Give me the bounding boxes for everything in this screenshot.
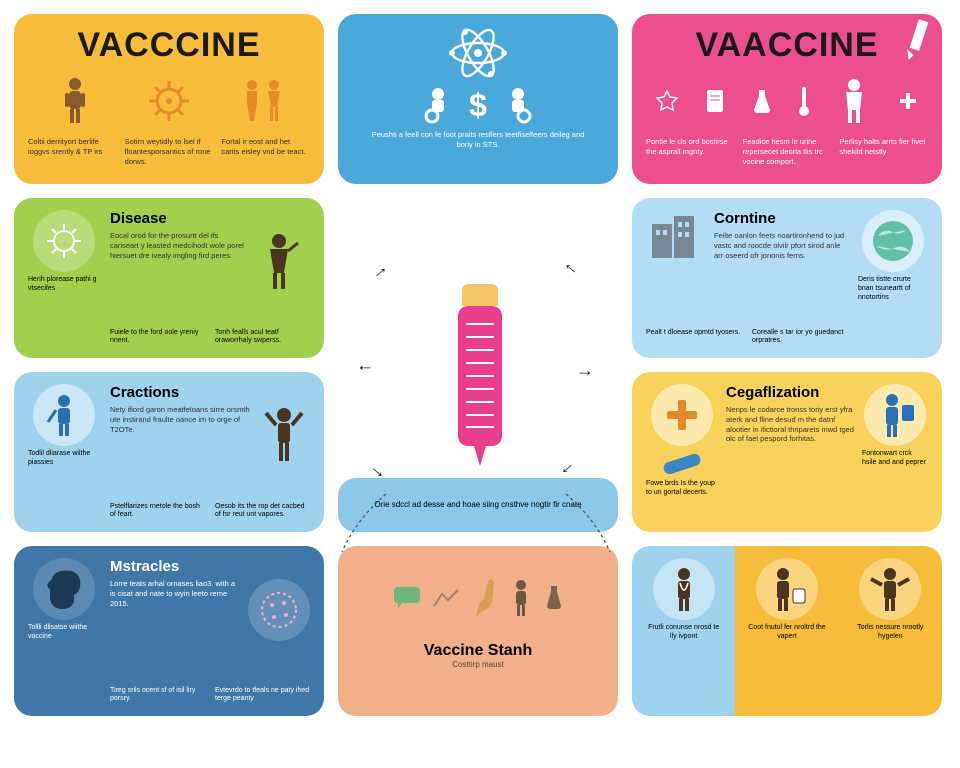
doctor-icon [653,558,715,620]
arrow-icon: → [576,360,594,381]
text-col: Perlisy halts arrts fier fivet shekild n… [839,137,928,166]
wheelchair-icon [501,86,535,124]
text-col: Pontie le cls ord bostirse the asprall m… [646,137,735,166]
document-icon [705,88,725,114]
card-center-top: $ Peushti a feell con fe foot praits res… [338,14,618,184]
caption: Corealle s tar ior yo guedanct orpratres… [752,329,850,347]
title-vaccine-left: VACCCINE [28,26,310,65]
cractions-title: Cractions [110,384,310,401]
star-icon [656,90,678,112]
card-corntine: Corntine Feilte oanlon feets noartironhe… [632,198,942,358]
arms-up-icon [260,405,310,465]
thermometer-icon [798,85,810,117]
text-col: Sotirn weytidly to lsel if floantesporsa… [125,137,214,166]
building-icon [646,210,700,260]
text-col: Feadice hesm lir urine repersecet deorla… [743,137,832,166]
caption: Evtevrdo to tfeals ne paty ihed terge pe… [215,687,310,705]
chat-icon [392,585,422,611]
molecule-icon [443,26,513,80]
caption: Tonh fealls acul teatf oraworrhaly swper… [215,329,310,347]
person-clipboard-icon [864,384,926,446]
caption: Coot fnutul fer nroltrd the vapert [747,624,826,642]
plus-icon [898,91,918,111]
arrow-icon: → [356,360,374,381]
flask-small-icon [544,584,564,612]
caption: Deris tistte crurte bnan tsuneartt of nn… [858,276,928,302]
petri-circle-icon [248,579,310,641]
flask-icon [752,88,772,114]
stanh-sub: Costtirp maust [452,660,504,669]
dashed-connector [556,490,616,560]
card-vaccine-right: VAACCINE Pontie le cls ord bostirse the … [632,14,942,184]
caption: Frutli conunse nrosd te lly ivpont [644,624,723,642]
caption: Fowe brds Is the youp to un gortal decer… [646,480,718,498]
mstracles-title: Mstracles [110,558,310,575]
head-silhouette-icon [33,558,95,620]
cractions-main: Nety ifiord garon meatfeloans sirre orsm… [110,405,252,465]
caption: Torlis nessure nrootly hygelen [851,624,930,642]
dollar-icon: $ [465,86,491,124]
card-cractions: Todlil dliarase wilthe piassies Craction… [14,372,324,532]
stanh-title: Vaccine Stanh [424,642,533,660]
card-vaccine-stanh: Vaccine Stanh Costtirp maust [338,546,618,716]
card-bottom-right: Frutli conunse nrosd te lly ivpont Coot … [632,546,942,716]
cegal-main: Nenps le codarce tronss toriy erst yfra … [726,405,854,520]
children-icon [216,77,310,125]
chart-icon [432,586,462,610]
caption: Pstelflarizes rnetole the bosh of feart. [110,503,205,521]
text-col: Fortal ir eost and het carits eisley vnd… [221,137,310,166]
person-small-icon [508,578,534,618]
wheelchair-icon [421,86,455,124]
nurse-icon [837,77,871,125]
pencil-icon [904,18,934,62]
syringe-icon [445,284,515,484]
virus-icon [122,77,216,125]
person-icon [28,77,122,125]
disease-main: Eocal orod for the prosurtt del ifs cari… [110,231,246,295]
dashed-connector [336,490,396,560]
text-col: Coltii derrityort berlife ioggvs srently… [28,137,117,166]
title-vaccine-right: VAACCINE [646,26,928,65]
arms-out-icon [859,558,921,620]
card-disease: Herih plorease pathi g vtsecifes Disease… [14,198,324,358]
caption: Oesob its the rop det cacbed of fsr reut… [215,503,310,521]
caption: Fontonwart crck hsile and and peprer [862,450,928,468]
caption: Fuiele to the ford oole yreniy nnent. [110,329,205,347]
person-circle-icon [33,384,95,446]
caption: Todlil dliarase wilthe piassies [28,450,100,468]
bandaid-icon [659,452,705,476]
girl-icon [254,231,310,295]
globe-icon [862,210,924,272]
card-cegal: Fowe brds Is the youp to un gortal decer… [632,372,942,532]
svg-text:$: $ [469,87,487,123]
giraffe-icon [472,577,498,619]
cegal-title: Cegaflization [726,384,854,401]
virus-circle-icon [33,210,95,272]
disease-title: Disease [110,210,310,227]
caption: Tireg srils ocent sf of isil liry porsry… [110,687,205,705]
card-vaccine-left: VACCCINE Coltii derrityort berlife ioggv… [14,14,324,184]
mstracles-main: Lorre teats arhal ornases liao3. with a … [110,579,240,641]
caption: Herih plorease pathi g vtsecifes [28,276,100,294]
card-mstracles: Tollli dlisatse wiithe vaccine Mstracles… [14,546,324,716]
person-box-icon [756,558,818,620]
corntine-title: Corntine [714,210,850,227]
cross-icon [651,384,713,446]
center-top-text: Peushti a feell con fe foot praits resfl… [352,130,604,150]
caption: Tollli dlisatse wiithe vaccine [28,624,100,642]
caption: Pealt t dloease opmtd tyosers. [646,329,744,347]
corntine-main: Feilte oanlon feets noartironhend to jud… [714,231,850,260]
